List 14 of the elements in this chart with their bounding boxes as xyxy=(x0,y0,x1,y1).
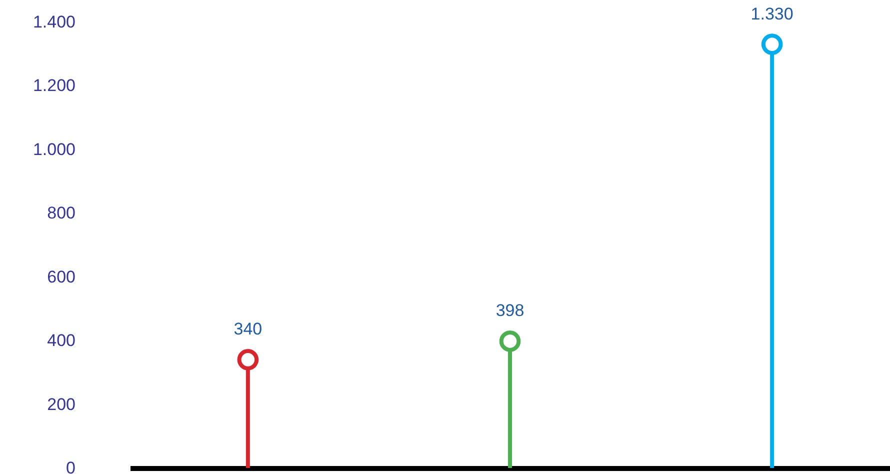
y-tick-label: 800 xyxy=(47,204,76,223)
y-tick-label: 200 xyxy=(47,394,76,414)
y-tick-label: 1.400 xyxy=(32,12,76,32)
y-tick-label: 0 xyxy=(66,458,76,474)
y-tick-label: 400 xyxy=(47,331,76,350)
point xyxy=(499,330,521,352)
y-tick-label: 600 xyxy=(47,267,76,286)
point xyxy=(761,34,783,55)
data-label: 398 xyxy=(496,301,524,320)
point xyxy=(237,349,259,370)
data-label: 1.330 xyxy=(750,4,794,24)
data-label: 340 xyxy=(234,320,262,339)
y-tick-label: 1.000 xyxy=(32,140,76,159)
y-tick-label: 1.200 xyxy=(32,76,76,96)
